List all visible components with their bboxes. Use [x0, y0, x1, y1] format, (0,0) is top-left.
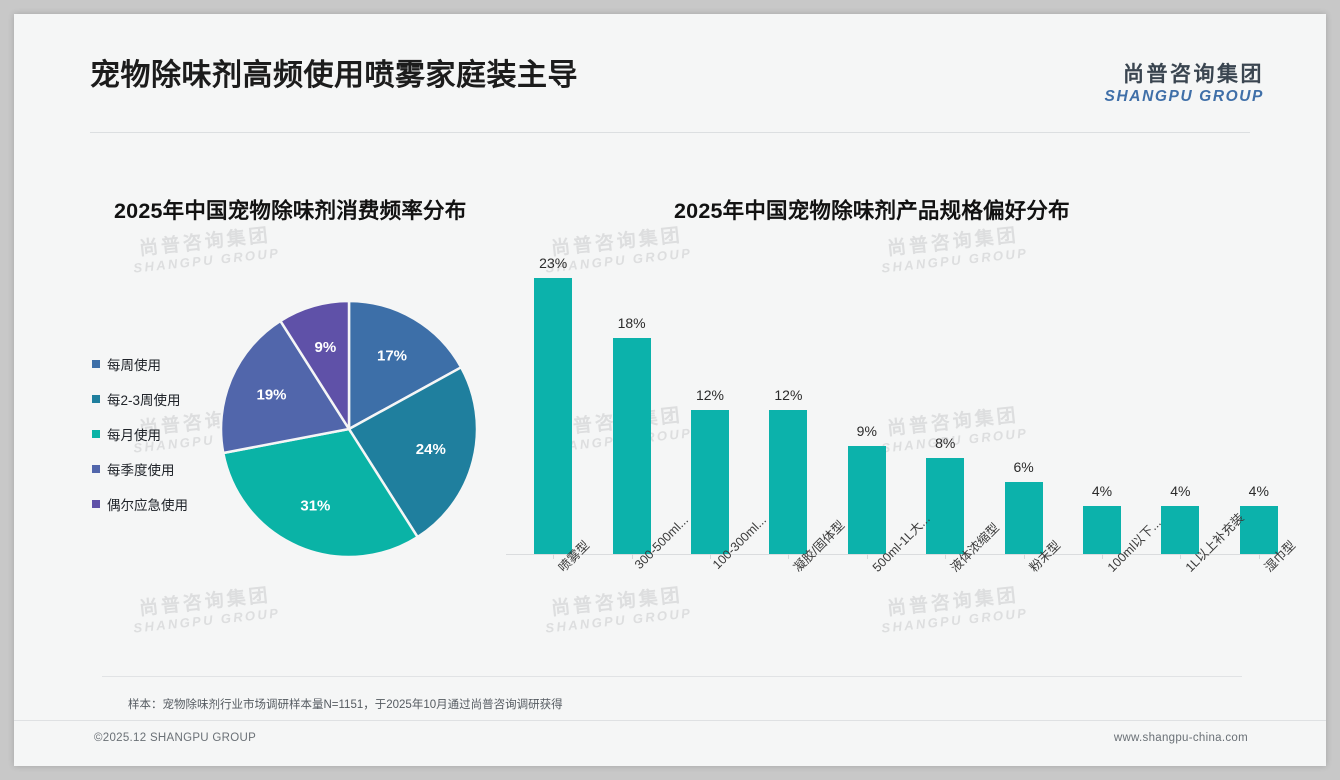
pie-slice[interactable] [219, 319, 352, 455]
bar-column[interactable] [1161, 506, 1200, 554]
bar-rect[interactable] [847, 446, 886, 554]
bar-value-label: 12% [695, 387, 725, 403]
legend-item-label: 每月使用 [107, 428, 161, 443]
legend-swatch-icon [92, 430, 100, 438]
bar-rect[interactable] [926, 458, 965, 554]
footnote-divider [102, 676, 1242, 677]
bar-column[interactable] [612, 338, 651, 554]
x-axis-tick [866, 554, 868, 559]
brand-logo-en: SHANGPU GROUP [1104, 88, 1264, 105]
bar-column[interactable] [1239, 506, 1278, 554]
bar-rect[interactable] [769, 410, 808, 554]
bar-rect[interactable] [1083, 506, 1121, 554]
legend-swatch-icon [92, 500, 100, 508]
x-axis-tick [631, 554, 633, 559]
bar-column[interactable] [926, 458, 965, 554]
footer-website: www.shangpu-china.com [1113, 732, 1248, 744]
x-axis-tick [710, 554, 711, 559]
bar-chart-panel: 23% 18% 12% 12% 9% 8% 6% 4% 4% 4% 喷雾型 300-500ml...… [506, 254, 1306, 654]
x-axis-tick [945, 554, 947, 559]
legend-item-label: 偶尔应急使用 [107, 498, 188, 513]
bar-value-label: 4% [1091, 483, 1113, 499]
bar-rect[interactable] [1161, 506, 1200, 554]
legend-item[interactable]: 每月使用 [92, 421, 188, 447]
bar-value-label: 8% [935, 435, 956, 451]
bar-rect[interactable] [1239, 506, 1278, 554]
x-axis-tick [788, 554, 790, 559]
watermark-line2: SHANGPU GROUP [132, 605, 281, 636]
footer-divider [14, 720, 1326, 721]
pie-chart-legend: 每周使用每2-3周使用 每月使用每季度使用偶尔应急使用 [92, 351, 188, 526]
legend-item[interactable]: 每季度使用 [92, 456, 188, 482]
footnote-text: 样本：宠物除味剂行业市场调研样本量N=1151，于2025年10月通过尚普咨询调… [128, 699, 563, 711]
bar-value-label: 23% [539, 255, 568, 271]
watermark-line1: 尚普咨询集团 [138, 585, 272, 620]
bar-column[interactable] [1083, 506, 1121, 554]
bar-column[interactable] [769, 410, 808, 554]
bar-rect[interactable] [691, 410, 729, 554]
bar-column[interactable] [847, 446, 886, 554]
pie-slice[interactable] [278, 299, 351, 434]
bar-rect[interactable] [612, 338, 651, 554]
slide-header: 宠物除味剂高频使用喷雾家庭装主导 尚普咨询集团 SHANGPU GROUP [14, 14, 1326, 119]
page-title: 宠物除味剂高频使用喷雾家庭装主导 [90, 59, 578, 92]
x-axis-tick [1023, 554, 1025, 559]
brand-logo-cn: 尚普咨询集团 [1123, 63, 1264, 86]
pie-slice[interactable] [221, 427, 420, 559]
pie-slice-value-label: 17% [377, 347, 407, 364]
pie-slice-value-label: 19% [256, 386, 286, 403]
legend-item[interactable]: 偶尔应急使用 [92, 491, 188, 517]
bar-chart-title: 2025年中国宠物除味剂产品规格偏好分布 [674, 199, 1070, 223]
slide-canvas: 尚普咨询集团 SHANGPU GROUP 尚普咨询集团 SHANGPU GROU… [14, 14, 1326, 766]
pie-chart-panel: 每周使用每2-3周使用 每月使用每季度使用偶尔应急使用 17% 24% 31% 19% 9… [74, 269, 504, 589]
bar-value-label: 18% [617, 315, 646, 331]
bar-column[interactable] [1004, 482, 1043, 554]
bar-rect[interactable] [1004, 482, 1043, 554]
x-axis-tick [1180, 554, 1182, 559]
bar-value-label: 4% [1248, 483, 1269, 499]
x-axis-tick [1258, 554, 1260, 559]
bar-value-label: 4% [1170, 483, 1191, 499]
x-axis-tick [1102, 554, 1103, 559]
pie-slice[interactable] [347, 299, 463, 432]
bar-value-label: 12% [774, 387, 803, 403]
legend-item[interactable]: 每2-3周使用 [92, 386, 188, 412]
watermark-line1: 尚普咨询集团 [138, 225, 272, 260]
legend-item-label: 每季度使用 [107, 463, 175, 478]
bar-column[interactable] [691, 410, 729, 554]
pie-slice[interactable] [347, 365, 479, 539]
pie-svg: 17% 24% 31% 19% 9% [219, 299, 479, 559]
brand-logo: 尚普咨询集团 SHANGPU GROUP [1105, 64, 1264, 105]
legend-swatch-icon [92, 465, 100, 473]
watermark: 尚普咨询集团 SHANGPU GROUP [130, 584, 281, 636]
legend-item[interactable]: 每周使用 [92, 351, 188, 377]
bar-chart-x-axis [506, 554, 1290, 555]
header-divider [90, 132, 1250, 133]
legend-item-label: 每2-3周使用 [107, 393, 181, 408]
bar-value-label: 6% [1013, 459, 1034, 475]
pie-slice-value-label: 24% [416, 441, 446, 458]
legend-swatch-icon [92, 395, 100, 403]
legend-item-label: 每周使用 [107, 358, 161, 373]
legend-swatch-icon [92, 360, 100, 368]
bar-chart-plot: 23% 18% 12% 12% 9% 8% 6% 4% 4% 4% [514, 254, 1298, 554]
pie-slice-value-label: 9% [315, 339, 337, 356]
pie-chart-title: 2025年中国宠物除味剂消费频率分布 [114, 199, 467, 223]
pie-chart-graphic: 17% 24% 31% 19% 9% [219, 299, 479, 559]
x-axis-tick [553, 554, 555, 559]
pie-slice-value-label: 31% [300, 497, 330, 514]
bar-rect[interactable] [534, 278, 573, 554]
footer-copyright: ©2025.12 SHANGPU GROUP [94, 732, 257, 744]
bar-column[interactable] [534, 278, 573, 554]
bar-value-label: 9% [856, 423, 877, 439]
